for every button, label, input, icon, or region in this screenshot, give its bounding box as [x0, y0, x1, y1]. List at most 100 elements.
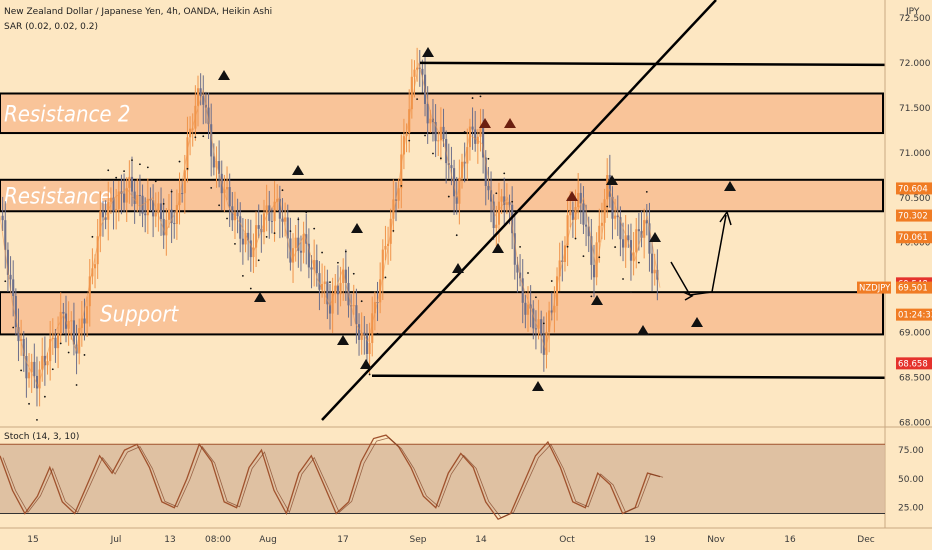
sar-dot: [637, 261, 640, 264]
sar-down-marker: [254, 292, 266, 302]
candle-body: [608, 175, 611, 197]
indicator-label: SAR (0.02, 0.02, 0.2): [4, 22, 98, 32]
candle-body: [35, 375, 39, 389]
candle-body: [252, 247, 255, 258]
candle-body: [225, 187, 229, 190]
candle-body: [231, 206, 234, 221]
price-axis-tick: 71.000: [899, 149, 931, 159]
sar-dot: [91, 235, 94, 238]
time-axis-tick: 17: [337, 535, 348, 545]
price-axis-tick: 68.000: [899, 419, 931, 429]
sar-up-marker: [724, 181, 736, 191]
candle-body: [4, 220, 7, 250]
time-axis-tick: 16: [784, 535, 796, 545]
candle-body: [455, 196, 458, 204]
candle-body: [236, 212, 239, 217]
candle-body: [162, 218, 165, 236]
candle-body: [421, 68, 424, 75]
candle-body: [247, 232, 250, 241]
sar-dot: [281, 189, 284, 192]
sar-dot: [305, 211, 308, 214]
candle-body: [468, 126, 471, 148]
candle-body: [125, 187, 128, 203]
sar-dot: [289, 230, 292, 233]
candle-body: [331, 293, 334, 314]
sar-dot: [337, 261, 339, 264]
candle-body: [183, 170, 186, 194]
sar-dot: [154, 180, 157, 183]
sar-dot: [139, 163, 141, 166]
candle-body: [352, 305, 355, 307]
candle-body: [410, 76, 413, 110]
zone-label: Resistance: [4, 185, 112, 210]
time-axis-tick: 15: [27, 535, 38, 545]
sar-marker-red: [479, 118, 491, 128]
candle-body: [17, 327, 20, 342]
projection-arrow-up: [719, 210, 732, 226]
candle-body: [474, 129, 477, 144]
candle-body: [1, 215, 4, 221]
price-axis-tick: 71.500: [899, 104, 931, 114]
candle-body: [278, 198, 281, 219]
candle-body: [357, 324, 361, 340]
candle-body: [152, 200, 155, 217]
symbol-tag: [857, 281, 891, 294]
candle-body: [635, 229, 638, 253]
sar-down-marker: [532, 381, 544, 391]
sar-dot: [542, 322, 545, 325]
candle-body: [270, 220, 273, 222]
candle-body: [302, 234, 305, 253]
candle-body: [651, 253, 654, 274]
sar-dot: [273, 232, 276, 235]
candle-body: [49, 339, 52, 362]
candle-body: [255, 225, 258, 248]
candle-body: [416, 67, 419, 70]
candle-body: [27, 372, 31, 379]
sar-up-marker: [649, 232, 661, 242]
candle-body: [614, 215, 617, 219]
sar-dot: [131, 159, 133, 162]
candle-body: [9, 274, 12, 280]
sar-dot: [43, 395, 46, 398]
candle-body: [175, 205, 178, 224]
candle-body: [54, 337, 57, 349]
candle-body: [463, 161, 466, 164]
candle-body: [426, 104, 429, 124]
time-axis-tick: Aug: [259, 535, 277, 545]
candle-body: [109, 197, 112, 202]
sar-down-marker: [360, 359, 372, 369]
sar-dot: [146, 166, 149, 169]
candle-body: [397, 188, 400, 201]
sar-dot: [471, 97, 474, 99]
price-series-line: [0, 62, 661, 388]
candle-body: [154, 212, 157, 217]
candle-body: [165, 219, 168, 236]
price-tag: [896, 209, 932, 222]
candle-body: [273, 201, 276, 222]
candle-body: [497, 201, 501, 225]
candle-body: [627, 235, 630, 241]
candle-body: [265, 205, 268, 214]
sar-dot: [67, 351, 70, 354]
sar-dot: [194, 136, 197, 139]
candle-body: [384, 245, 387, 250]
sar-dot: [344, 250, 347, 253]
price-tag: [896, 182, 932, 195]
candle-body: [453, 168, 456, 197]
candle-body: [239, 216, 242, 239]
sar-up-marker: [492, 243, 504, 253]
candle-body: [492, 201, 495, 229]
sar-dot: [202, 135, 205, 138]
candle-body: [537, 319, 540, 329]
stoch-band: [0, 444, 885, 514]
sar-dot: [384, 276, 387, 279]
candle-body: [138, 194, 141, 196]
candle-body: [579, 192, 582, 204]
candle-body: [534, 328, 537, 330]
sar-dot: [590, 295, 593, 298]
candle-body: [328, 304, 332, 314]
candle-body: [12, 279, 15, 297]
sar-dot: [424, 134, 426, 137]
sar-dot: [83, 354, 86, 356]
